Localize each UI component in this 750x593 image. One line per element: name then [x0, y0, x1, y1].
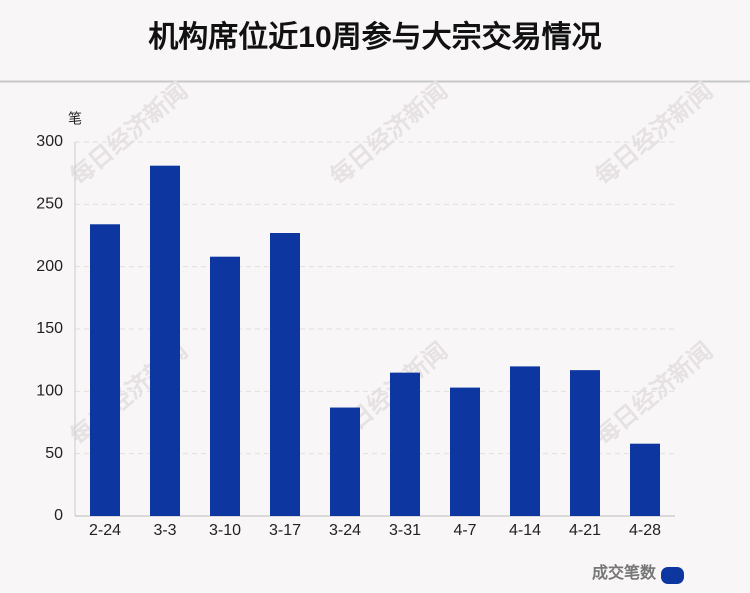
bar	[510, 366, 540, 516]
x-tick-label: 3-24	[329, 522, 361, 539]
x-tick-label: 4-7	[453, 522, 476, 539]
bar	[150, 165, 180, 517]
legend-label: 成交笔数	[592, 563, 657, 582]
x-tick-label: 3-17	[269, 522, 301, 539]
x-tick-label: 4-21	[569, 522, 601, 539]
y-tick-label: 200	[36, 258, 63, 275]
x-tick-label: 3-10	[209, 522, 241, 539]
y-tick-label: 150	[36, 320, 63, 337]
y-tick-label: 300	[36, 133, 63, 150]
y-tick-label: 100	[36, 383, 63, 400]
x-tick-label: 4-28	[629, 522, 661, 539]
bar	[210, 256, 240, 516]
chart-title: 机构席位近10周参与大宗交易情况	[148, 20, 601, 54]
x-tick-label: 3-31	[389, 522, 421, 539]
x-tick-label: 2-24	[89, 522, 121, 539]
bar	[570, 370, 600, 516]
y-unit: 笔	[68, 111, 82, 127]
y-tick-label: 50	[45, 445, 63, 462]
y-tick-label: 250	[36, 196, 63, 213]
x-tick-label: 4-14	[509, 522, 541, 539]
bar	[90, 224, 120, 516]
legend-swatch	[661, 567, 684, 584]
y-tick-label: 0	[54, 507, 63, 524]
x-tick-label: 3-3	[153, 522, 176, 539]
bar	[270, 233, 300, 517]
bar	[630, 443, 660, 516]
bar	[330, 407, 360, 516]
bar	[450, 387, 480, 516]
bar	[390, 372, 420, 516]
